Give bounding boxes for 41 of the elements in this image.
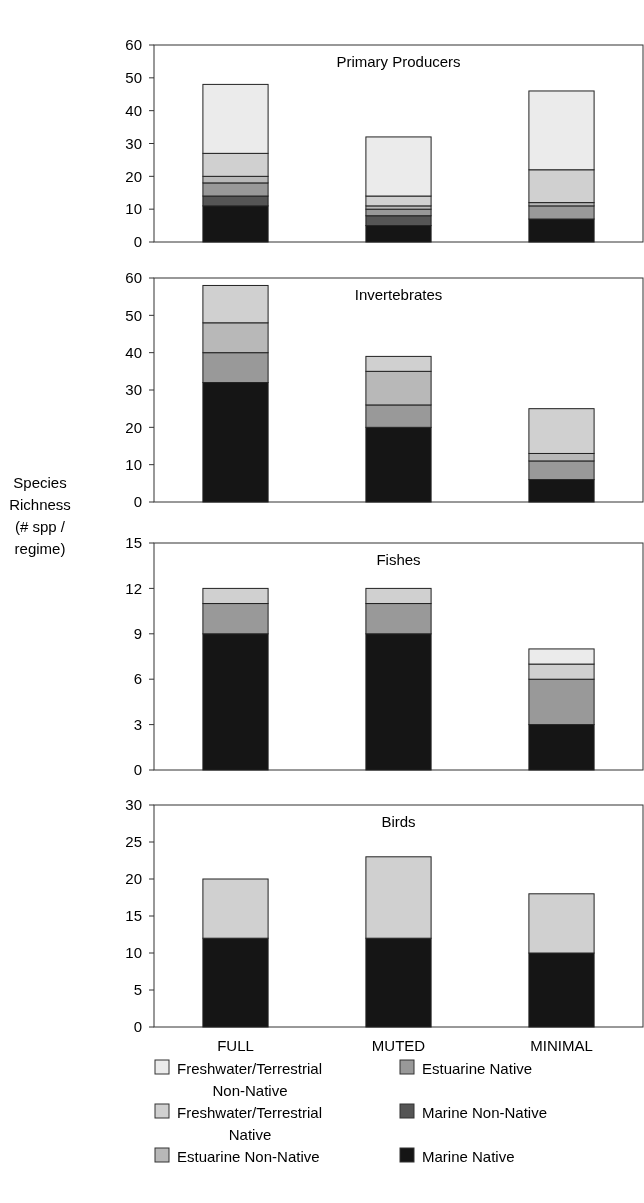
x-tick-label: FULL xyxy=(217,1037,254,1054)
y-tick-label: 40 xyxy=(125,101,142,119)
y-tick-label: 12 xyxy=(125,579,142,597)
y-tick-label: 25 xyxy=(125,833,142,851)
y-tick-label: 0 xyxy=(133,1018,142,1036)
y-tick-label: 50 xyxy=(125,69,142,87)
y-tick-label: 30 xyxy=(125,796,142,814)
y-tick-label: 3 xyxy=(133,715,142,733)
y-tick-label: 20 xyxy=(125,418,142,436)
x-tick-label: MUTED xyxy=(371,1037,426,1054)
text: Fishes xyxy=(376,551,421,568)
text: Birds xyxy=(381,813,416,830)
y-tick-label: 0 xyxy=(133,233,142,251)
y-tick-label: 10 xyxy=(125,200,142,218)
y-tick-label: 20 xyxy=(125,870,142,888)
legend-label: Freshwater/Terrestrial Non-Native xyxy=(177,1059,323,1099)
text: Invertebrates xyxy=(354,286,443,303)
y-tick-label: 20 xyxy=(125,167,142,185)
y-tick-label: 0 xyxy=(133,761,142,779)
y-tick-label: 0 xyxy=(133,493,142,511)
y-axis-title: Species Richness (# spp / regime) xyxy=(9,474,71,557)
y-tick-label: 30 xyxy=(125,381,142,399)
y-tick-label: 10 xyxy=(125,455,142,473)
y-tick-label: 15 xyxy=(125,907,142,925)
y-tick-label: 15 xyxy=(125,534,142,552)
legend-label: Marine Non-Native xyxy=(422,1103,548,1121)
y-tick-label: 60 xyxy=(125,36,142,54)
y-tick-label: 50 xyxy=(125,306,142,324)
x-tick-label: MINIMAL xyxy=(530,1037,593,1054)
y-tick-label: 6 xyxy=(133,670,142,688)
legend-label: Estuarine Non-Native xyxy=(177,1147,320,1165)
legend-label: Marine Native xyxy=(422,1147,515,1165)
legend-label: Freshwater/Terrestrial Native xyxy=(177,1103,323,1143)
y-tick-label: 9 xyxy=(133,625,142,643)
y-tick-label: 40 xyxy=(125,343,142,361)
y-tick-label: 5 xyxy=(133,981,142,999)
text: Primary Producers xyxy=(336,53,461,70)
legend-label: Estuarine Native xyxy=(422,1059,533,1077)
y-tick-label: 60 xyxy=(125,269,142,287)
y-tick-label: 30 xyxy=(125,134,142,152)
y-tick-label: 10 xyxy=(125,944,142,962)
